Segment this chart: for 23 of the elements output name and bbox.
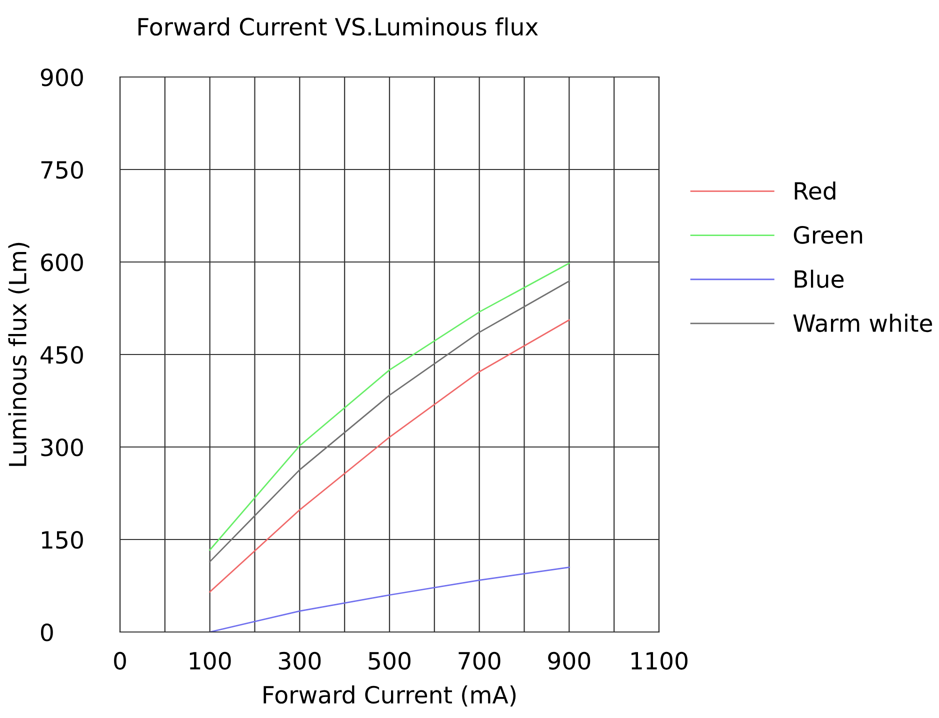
y-tick-label: 900	[40, 68, 83, 86]
y-tick-label: 300	[41, 438, 83, 456]
y-tick-label: 600	[41, 253, 83, 272]
x-tick-label: 0	[114, 652, 126, 670]
legend-label: Blue	[794, 270, 844, 288]
y-tick-label: 450	[40, 346, 83, 364]
y-tick-label: 750	[41, 160, 83, 179]
line-series	[209, 319, 570, 593]
chart-title: Forward Current VS.Luminous flux	[138, 17, 538, 36]
y-tick-label: 0	[41, 623, 53, 642]
legend-label: Green	[794, 226, 862, 244]
line-series	[209, 566, 570, 632]
x-axis-title: Forward Current (mA)	[264, 685, 516, 706]
x-tick-label: 100	[190, 652, 231, 670]
y-tick-label: 150	[42, 530, 83, 549]
x-tick-label: 1100	[632, 652, 688, 670]
x-tick-label: 700	[458, 652, 500, 670]
x-tick-label: 300	[278, 652, 321, 670]
legend-label: Warm white	[793, 314, 932, 332]
x-tick-label: 900	[548, 652, 590, 670]
y-axis-title: Luminous flux (Lm)	[8, 242, 30, 466]
legend-label: Red	[794, 182, 836, 200]
x-tick-label: 500	[368, 652, 410, 670]
